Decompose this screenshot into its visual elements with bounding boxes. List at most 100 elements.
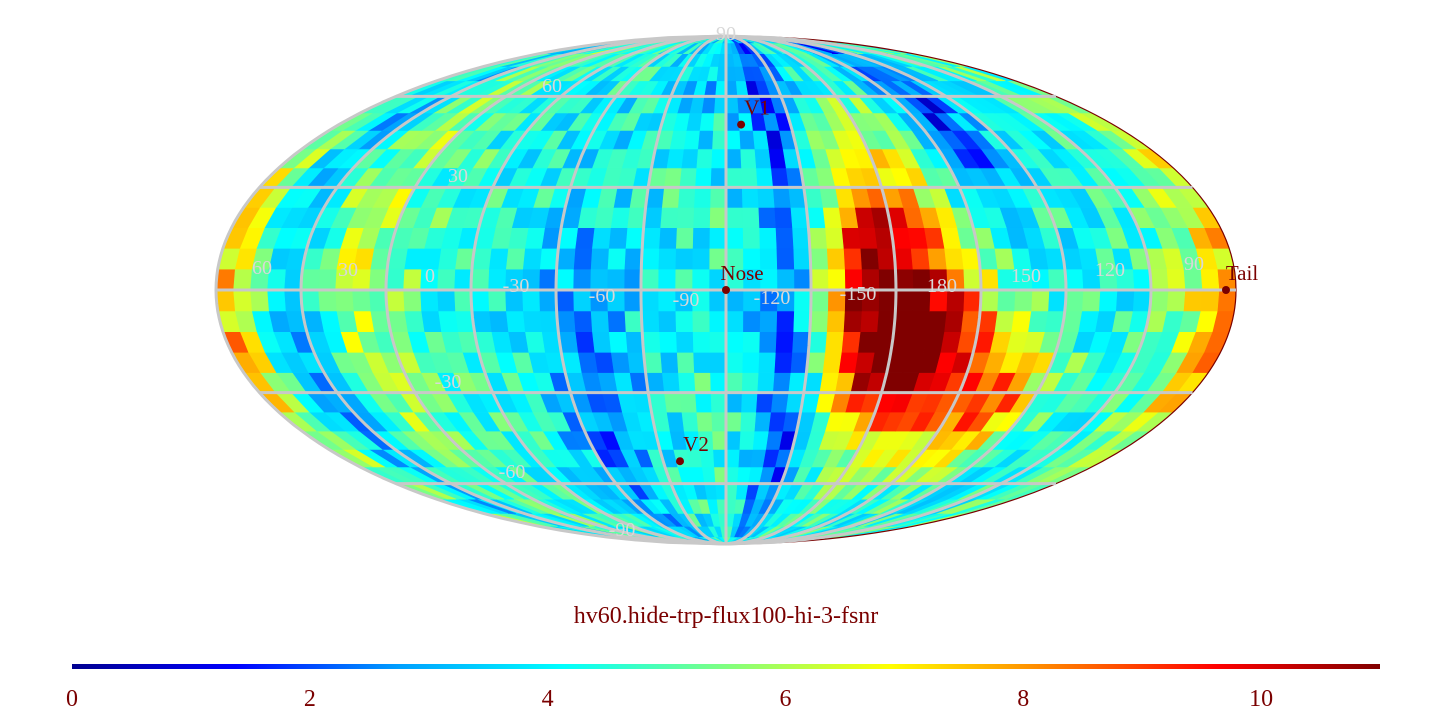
flux-pixel [555,289,574,312]
colorbar-tick-label: 0 [66,686,78,712]
flux-pixel [607,310,626,333]
flux-pixel [711,130,727,150]
flux-pixel [691,268,710,291]
flux-pixel [725,483,738,500]
flux-pixel [793,289,812,312]
flux-pixel [574,331,595,353]
flux-pixel [453,268,473,291]
flux-pixel [420,310,442,333]
flux-pixel [710,167,727,188]
flux-pixel [738,430,755,450]
flux-pixel [1166,289,1186,312]
flux-pixel [1027,310,1049,333]
flux-pixel [710,392,727,413]
flux-pixel [926,248,947,270]
flux-pixel [772,372,791,393]
longitude-label: -60 [589,285,616,307]
flux-pixel [943,248,964,270]
flux-pixel [657,248,677,270]
flux-pixel [674,248,693,270]
flux-pixel [1115,289,1135,312]
colorbar-tick-label: 6 [779,686,792,712]
longitude-label: -150 [840,283,877,305]
flux-pixel [808,331,827,353]
flux-pixel [675,227,694,249]
flux-pixel [317,289,337,312]
flux-pixel [695,148,713,169]
flux-pixel [843,310,862,333]
latitude-label: -90 [609,519,636,541]
flux-pixel [810,268,829,291]
marker-label: V1 [744,96,770,120]
flux-pixel [538,268,557,291]
flux-pixel [625,227,644,249]
flux-pixel [962,289,982,312]
flux-pixel [725,372,743,393]
flux-pixel [522,248,542,270]
marker-dot [676,457,684,466]
flux-pixel [725,130,741,150]
flux-pixel [838,351,859,373]
flux-pixel [709,372,727,393]
flux-pixel [695,411,713,432]
flux-pixel [810,289,829,312]
flux-pixel [979,289,999,312]
flux-pixel [625,331,644,353]
longitude-label: 60 [252,257,272,279]
flux-pixel [300,268,320,291]
flux-pixel [895,268,914,291]
flux-pixel [677,187,696,208]
flux-pixel [768,411,786,432]
flux-pixel [758,331,777,353]
flux-pixel [640,248,660,270]
latitude-label: 60 [542,75,562,97]
flux-pixel [768,148,786,169]
flux-pixel [752,130,769,150]
flux-pixel [993,310,1015,333]
flux-pixel [368,289,388,312]
flux-pixel [725,449,740,468]
flux-pixel [755,392,774,413]
flux-pixel [694,167,712,188]
flux-pixel [713,96,727,114]
flux-pixel [793,268,812,291]
flux-pixel [859,310,879,333]
flux-pixel [334,289,354,312]
flux-pixel [822,351,842,373]
flux-pixel [714,80,727,97]
flux-pixel [841,331,861,353]
flux-pixel [709,207,727,228]
flux-pixel [770,167,789,188]
flux-pixel [680,148,699,169]
flux-pixel [300,289,320,312]
flux-pixel [725,96,739,114]
flux-pixel [693,372,711,393]
flux-pixel [708,289,727,312]
marker-label: Tail [1226,261,1259,285]
flux-pixel [232,289,252,312]
flux-pixel [841,227,861,249]
flux-pixel [708,331,727,353]
colorbar-tick-label: 10 [1249,686,1274,712]
flux-pixel [756,187,775,208]
flux-pixel [661,187,680,208]
flux-pixel [694,392,712,413]
flux-pixel [692,227,710,249]
flux-pixel [943,310,964,333]
flux-pixel [822,207,842,228]
marker-dot [722,286,730,294]
flux-pixel [826,310,845,333]
flux-pixel [792,248,812,270]
colorbar-tick-label: 4 [541,686,554,712]
marker-label: V2 [683,432,709,456]
flux-pixel [663,392,682,413]
grid-labels: 90 60 30 -30 -60 -90 60 30 0 -30 -60 -90 -120 -150 180… [252,23,1204,541]
flux-pixel [824,227,844,249]
longitude-label: 150 [1011,265,1041,287]
flux-pixel [691,310,710,333]
longitude-label: 30 [338,259,358,281]
flux-pixel [878,268,897,291]
flux-pixel [725,227,744,249]
flux-pixel [1183,289,1203,312]
flux-pixel [910,248,930,270]
